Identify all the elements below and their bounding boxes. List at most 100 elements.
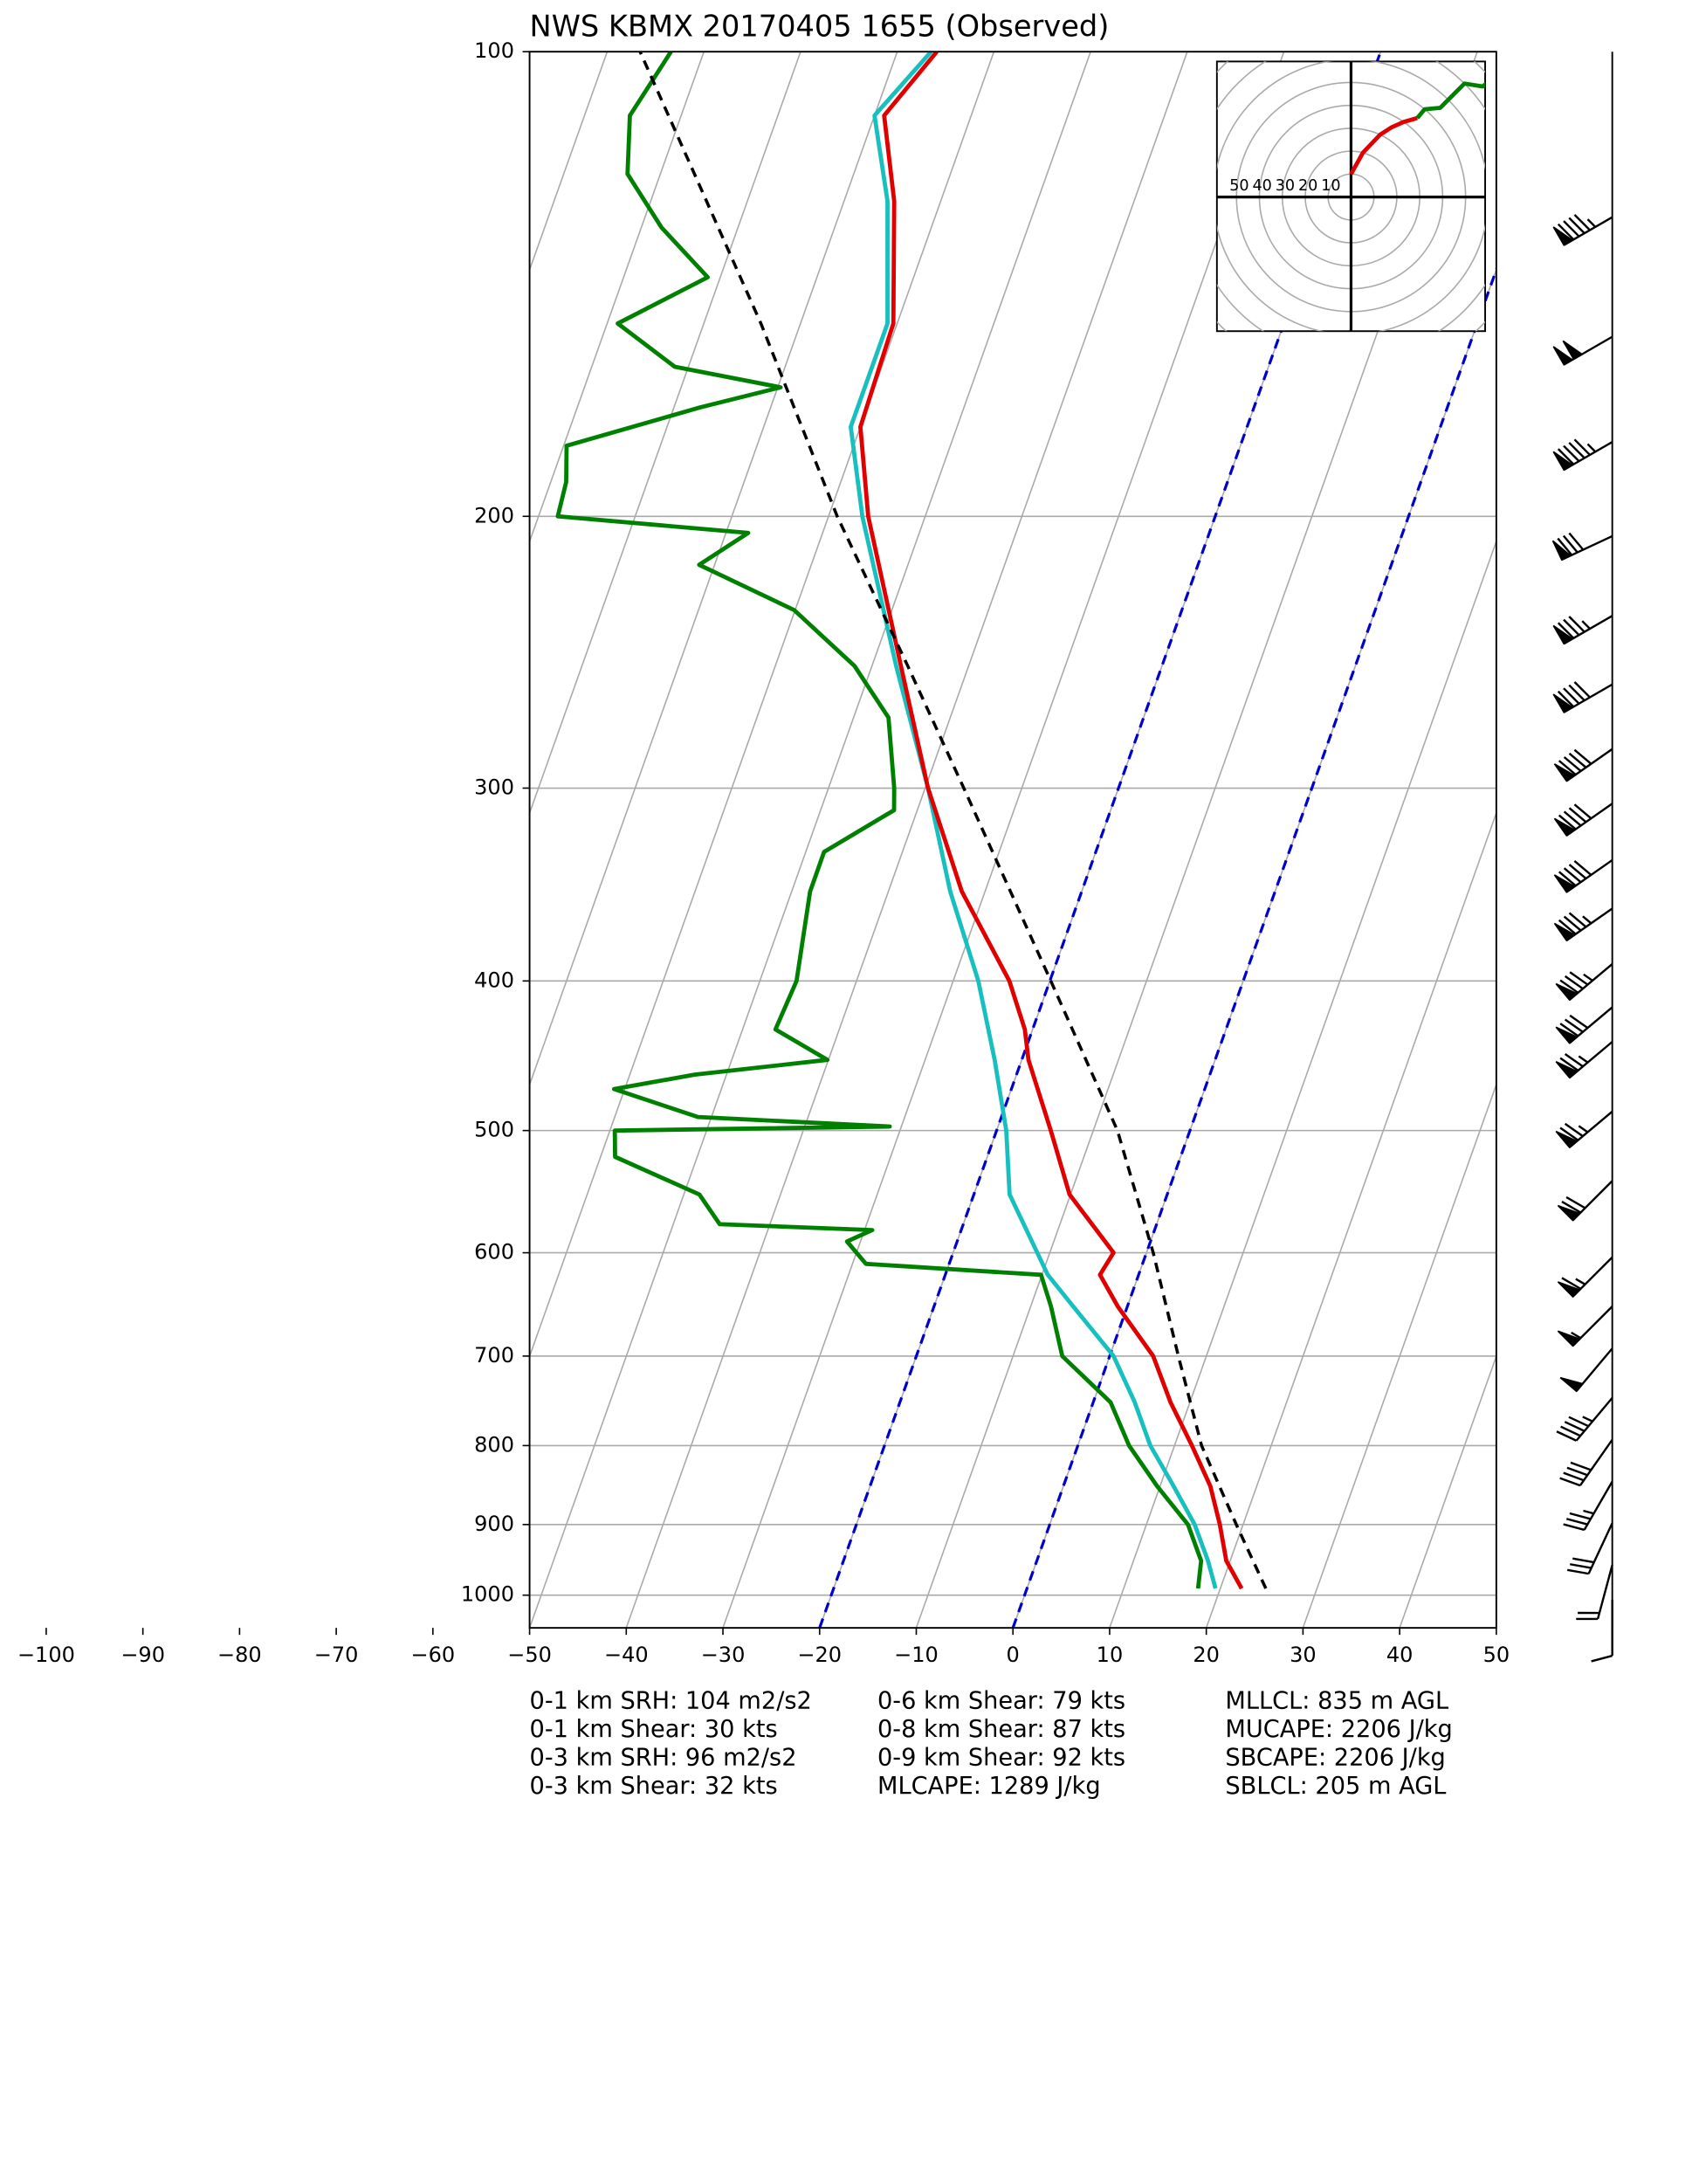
y-tick-label: 500 — [474, 1118, 514, 1142]
barb-full — [1563, 220, 1580, 238]
wind-barb — [1557, 1180, 1613, 1222]
hodo-ring-label: 10 — [1321, 177, 1340, 195]
hodo-ring-label: 30 — [1276, 177, 1295, 195]
stat-text: MUCAPE: 2206 J/kg — [1225, 1716, 1452, 1743]
barb-full — [1561, 1277, 1582, 1290]
barb-half — [1578, 1125, 1589, 1133]
wind-barb — [1552, 438, 1613, 472]
barb-full — [1570, 1461, 1592, 1471]
isotherm — [722, 52, 1285, 1629]
wind-barb — [1552, 615, 1613, 645]
profile-layer — [555, 52, 1268, 1590]
barb-half — [1575, 1278, 1586, 1285]
barb-full — [1565, 1195, 1586, 1209]
stats: 0-1 km SRH: 104 m2/s20-1 km Shear: 30 kt… — [530, 1687, 1453, 1799]
barb-half — [1581, 620, 1591, 630]
stat-text: SBCAPE: 2206 J/kg — [1225, 1744, 1445, 1771]
wind-barb — [1553, 803, 1613, 837]
wind-barb — [1555, 1110, 1613, 1149]
wind-barb — [1555, 962, 1613, 1002]
hodograph — [1216, 61, 1486, 332]
barb-full — [1558, 814, 1577, 830]
y-tick-label: 400 — [474, 968, 514, 992]
hodo-ring-label: 40 — [1252, 177, 1271, 195]
stat-text: MLCAPE: 1289 J/kg — [877, 1773, 1101, 1800]
stat-text: 0-9 km Shear: 92 kts — [877, 1744, 1125, 1771]
barb-full — [1563, 1523, 1585, 1532]
barb-full — [1563, 810, 1582, 827]
wind-barb — [1555, 1041, 1613, 1079]
profile-line — [858, 52, 1244, 1590]
wind-barb — [1559, 1438, 1613, 1487]
barb-half — [1586, 443, 1597, 453]
barb-full — [1564, 1421, 1586, 1432]
x-tick-label: −20 — [797, 1643, 842, 1667]
barb-staff — [1579, 1438, 1613, 1486]
x-tick-label: 40 — [1386, 1643, 1414, 1667]
barb-full — [1557, 448, 1575, 465]
barb-flag — [1552, 624, 1574, 645]
wind-barbs — [1551, 52, 1613, 1663]
barb-flag — [1559, 1376, 1585, 1393]
barb-full — [1563, 867, 1582, 884]
barb-full — [1569, 1014, 1589, 1030]
hodo-trace — [1349, 115, 1418, 176]
stat-text: 0-1 km Shear: 30 kts — [530, 1716, 778, 1743]
barb-half — [1582, 915, 1592, 925]
barb-full — [1562, 534, 1579, 554]
barb-full — [1561, 1201, 1582, 1214]
barb-flag — [1562, 340, 1584, 361]
wind-barb — [1566, 1522, 1613, 1575]
barb-full — [1573, 748, 1592, 765]
barb-full — [1573, 681, 1591, 699]
wind-barb — [1591, 1600, 1613, 1663]
stat-text: 0-8 km Shear: 87 kts — [877, 1716, 1125, 1743]
x-tick-label: 20 — [1193, 1643, 1220, 1667]
profile-line — [638, 52, 1268, 1589]
barb-full — [1569, 1512, 1592, 1520]
barb-full — [1557, 223, 1575, 241]
barb-half — [1578, 1055, 1589, 1064]
stat-text: 0-3 km Shear: 32 kts — [530, 1773, 778, 1800]
barb-full — [1559, 1057, 1579, 1071]
barb-half — [1571, 1331, 1582, 1340]
y-tick-label: 900 — [474, 1512, 514, 1536]
x-tick-label: 50 — [1483, 1643, 1510, 1667]
wind-barb — [1563, 1480, 1613, 1532]
y-tick-label: 700 — [474, 1343, 514, 1368]
profile-line — [555, 52, 1204, 1589]
barb-full — [1558, 919, 1577, 935]
barb-full — [1565, 1518, 1588, 1526]
wind-barb — [1552, 214, 1613, 246]
x-tick-label: −30 — [701, 1643, 746, 1667]
barb-full — [1573, 214, 1591, 231]
barb-flag — [1557, 1330, 1581, 1347]
barb-full — [1564, 1053, 1584, 1068]
barb-full — [1568, 616, 1586, 633]
barb-full — [1572, 1557, 1594, 1564]
wind-barb — [1559, 1347, 1613, 1393]
barb-flag — [1552, 451, 1574, 472]
barb-full — [1559, 979, 1579, 994]
wind-barb — [1557, 1256, 1613, 1299]
barb-full — [1568, 1416, 1589, 1428]
barb-staff — [1583, 1480, 1613, 1531]
wind-barb — [1553, 748, 1613, 782]
hodo-trace — [1415, 81, 1486, 120]
barb-flag — [1551, 540, 1572, 562]
x-tick-label: −10 — [894, 1643, 939, 1667]
barb-half — [1586, 218, 1597, 228]
isotherm — [529, 52, 609, 272]
barb-full — [1559, 1477, 1581, 1487]
barb-half — [1583, 973, 1593, 982]
x-tick-label: −90 — [120, 1643, 165, 1667]
stat-text: MLLCL: 835 m AGL — [1225, 1687, 1448, 1714]
isotherm — [625, 52, 1188, 1629]
wind-barb — [1553, 858, 1613, 893]
isotherm — [529, 52, 898, 1087]
barb-flag — [1553, 922, 1576, 942]
wind-barb — [1552, 335, 1613, 366]
isotherm — [1302, 1082, 1496, 1629]
x-tick-label: −100 — [17, 1643, 75, 1667]
x-tick-label: 30 — [1290, 1643, 1317, 1667]
